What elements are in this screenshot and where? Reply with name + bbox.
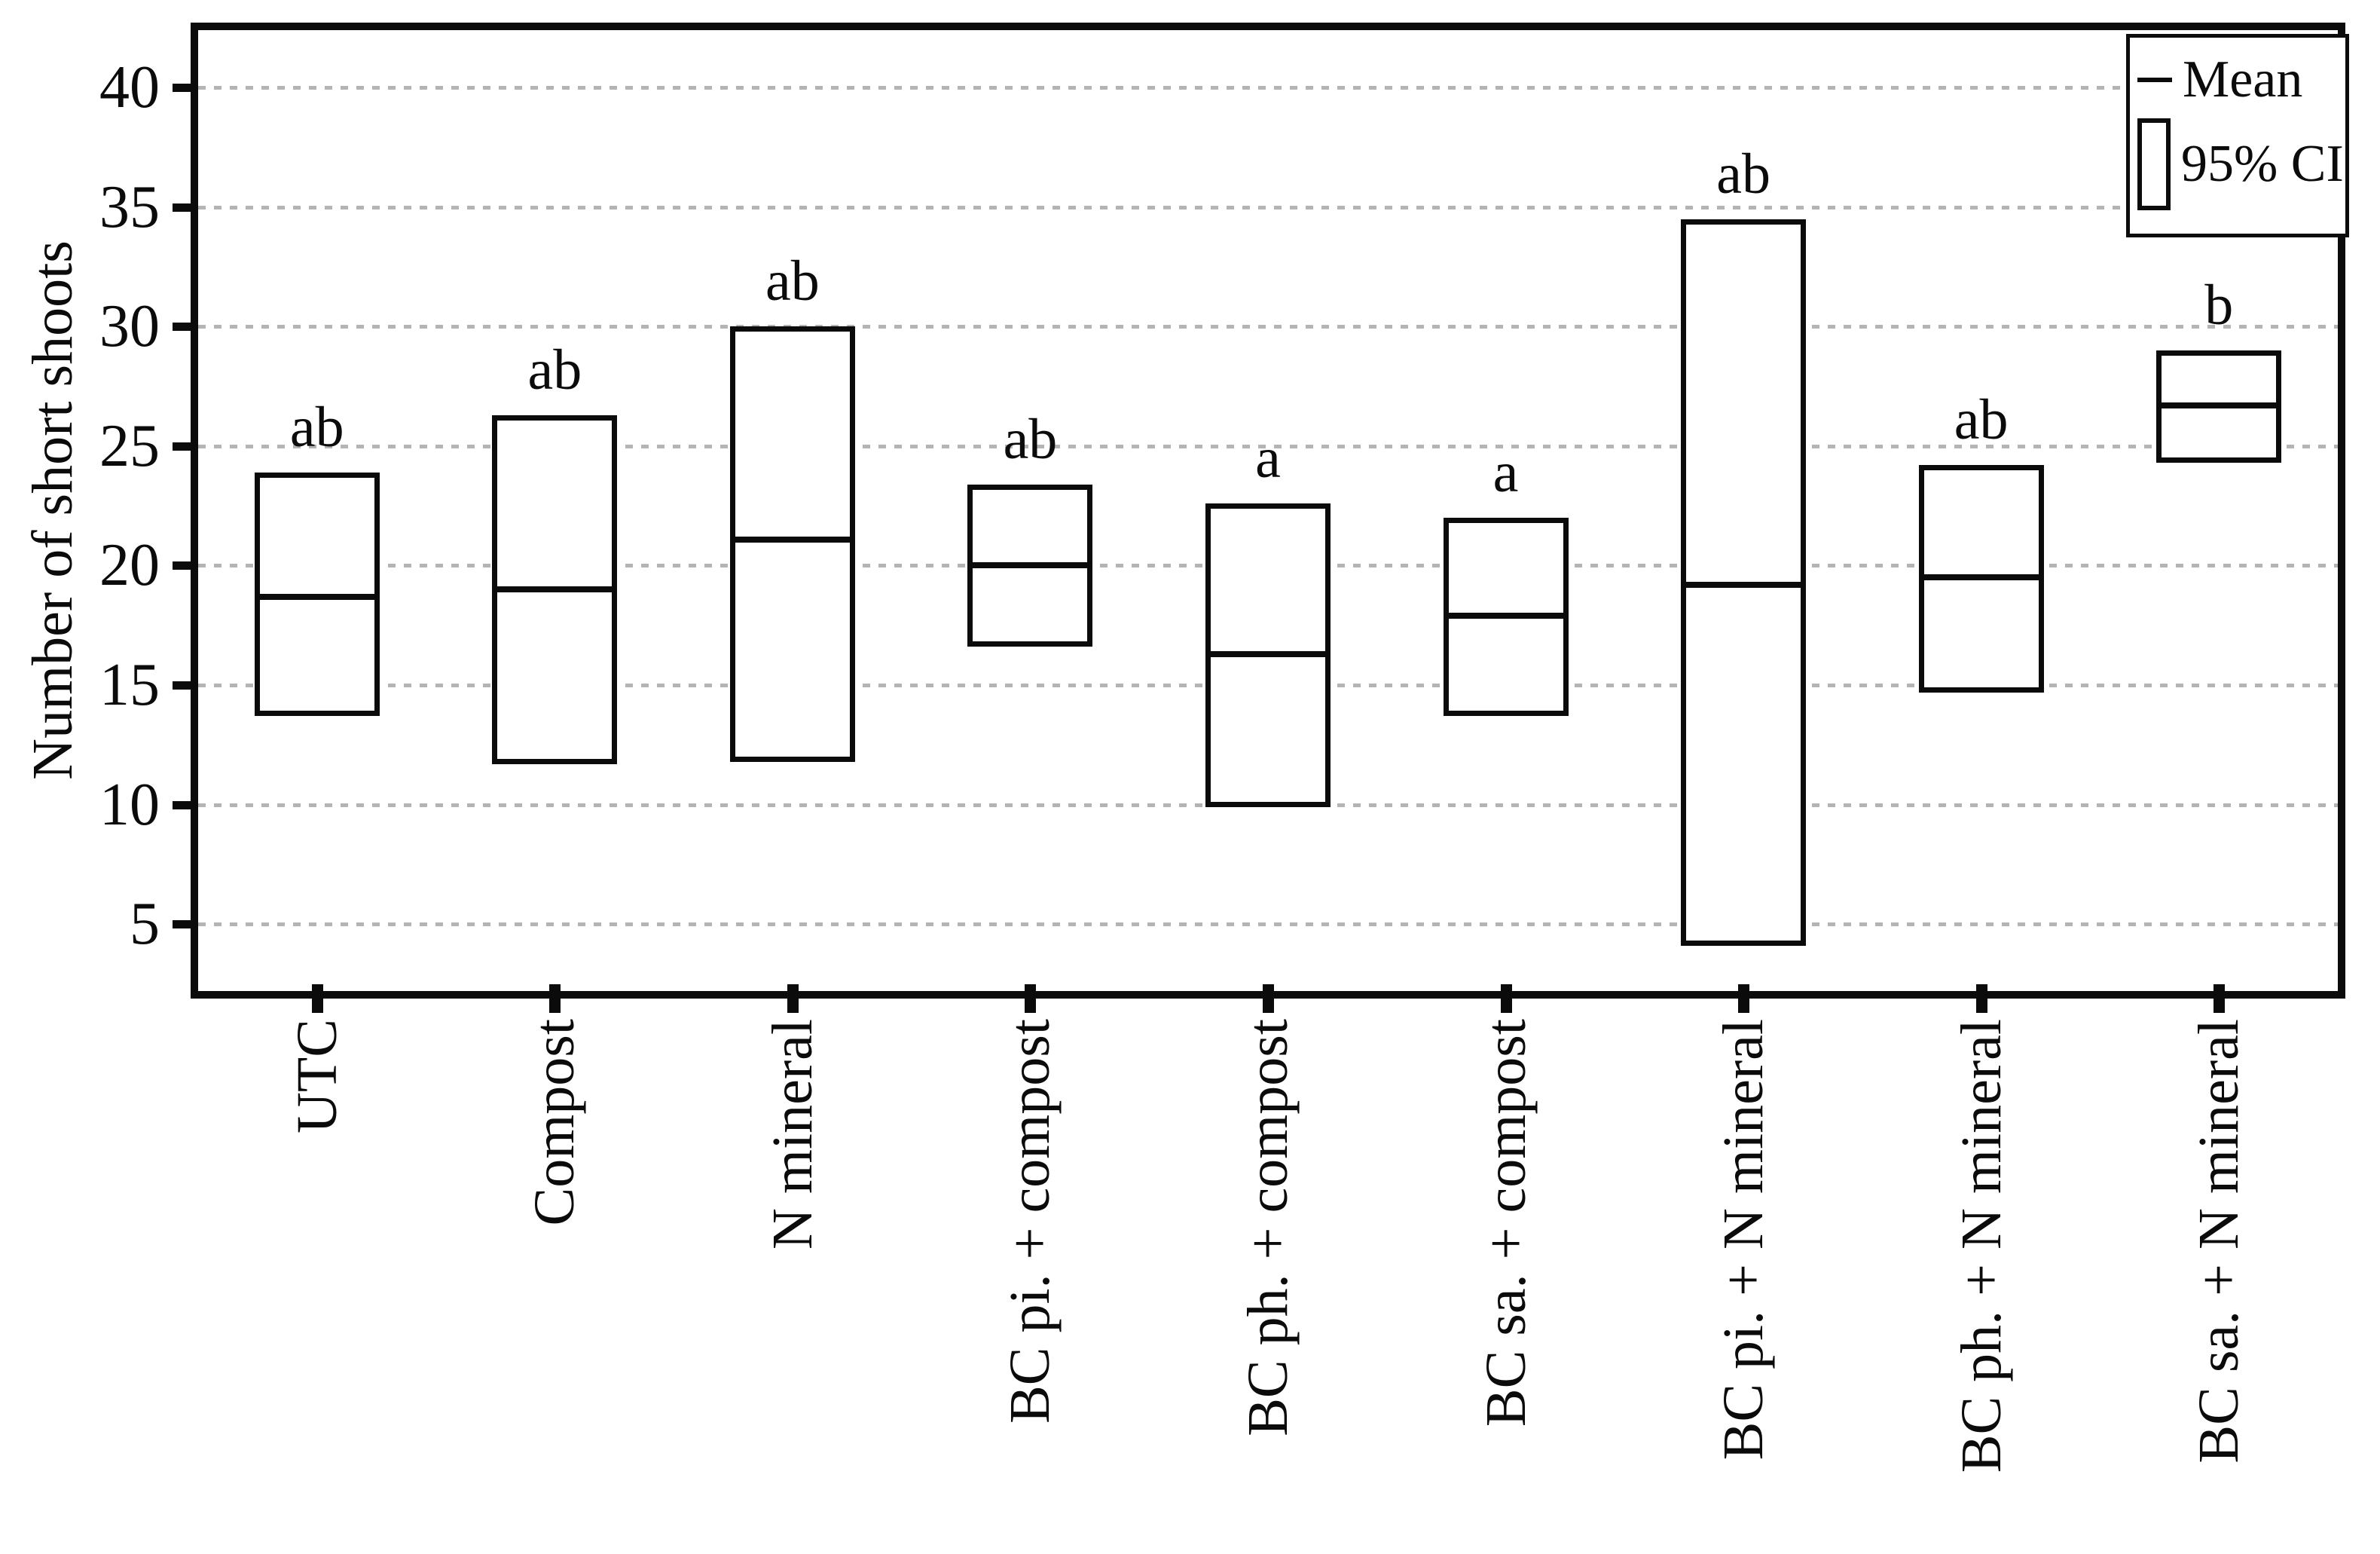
y-tick-label-30: 30 [99,293,160,360]
gridline-40 [198,86,2338,90]
y-tick-label-40: 40 [99,54,160,121]
y-tick-25 [173,442,197,451]
legend-row-mean: Mean [2137,48,2345,112]
ci-box-3 [729,326,855,762]
y-tick-label-35: 35 [99,173,160,240]
x-tick-7 [1738,984,1750,1013]
y-tick-35 [173,203,197,212]
x-label-7: BC pi. + N mineral [1712,1019,1776,1461]
y-tick-label-20: 20 [99,532,160,599]
sig-letter-8: ab [1954,388,2009,452]
x-tick-5 [1263,984,1274,1013]
x-tick-1 [311,984,323,1013]
legend-label-ci: 95% CI [2181,135,2344,193]
sig-letter-2: ab [527,338,582,402]
mean-line-9 [2156,402,2282,408]
x-tick-6 [1500,984,1512,1013]
sig-letter-1: ab [289,395,344,459]
sig-letter-4: ab [1003,407,1058,471]
mean-line-4 [967,562,1093,569]
y-axis-title: Number of short shoots [21,240,84,780]
x-label-2: Compost [523,1019,587,1226]
mean-line-6 [1443,613,1569,619]
gridline-35 [198,205,2338,210]
sig-letter-3: ab [765,249,820,314]
x-label-8: BC ph. + N mineral [1949,1019,2013,1473]
x-tick-8 [1975,984,1987,1013]
sig-letter-6: a [1492,441,1519,504]
gridline-5 [198,922,2338,927]
y-tick-40 [173,84,197,93]
y-tick-label-10: 10 [99,771,160,838]
x-tick-9 [2213,984,2226,1013]
y-tick-label-5: 5 [130,891,160,958]
y-tick-10 [173,800,197,809]
x-tick-4 [1025,984,1037,1013]
mean-line-1 [254,593,380,600]
y-tick-label-15: 15 [99,652,160,719]
x-label-5: BC ph. + compost [1236,1019,1300,1436]
x-label-6: BC sa. + compost [1474,1019,1538,1427]
x-label-9: BC sa. + N mineral [2187,1019,2251,1464]
x-tick-2 [549,984,561,1013]
x-label-1: UTC [285,1019,349,1133]
gridline-25 [198,444,2338,448]
ci-box-icon [2137,118,2171,210]
y-tick-5 [173,920,197,929]
mean-line-3 [729,536,855,543]
mean-line-2 [492,586,618,593]
gridline-30 [198,325,2338,329]
x-label-3: N mineral [760,1019,824,1250]
mean-line-8 [1918,574,2044,581]
sig-letter-9: b [2204,274,2234,337]
x-label-4: BC pi. + compost [998,1019,1062,1424]
y-tick-30 [173,323,197,332]
legend: Mean 95% CI [2126,34,2349,237]
x-tick-3 [787,984,799,1013]
sig-letter-5: a [1255,426,1281,490]
mean-line-5 [1205,650,1331,657]
legend-label-mean: Mean [2183,50,2303,109]
mean-dash-icon [2137,78,2172,82]
y-tick-15 [173,681,197,690]
sig-letter-7: ab [1716,142,1770,206]
y-tick-label-25: 25 [99,412,160,479]
legend-row-ci: 95% CI [2137,112,2345,217]
mean-line-7 [1681,581,1807,588]
y-tick-20 [173,561,197,571]
